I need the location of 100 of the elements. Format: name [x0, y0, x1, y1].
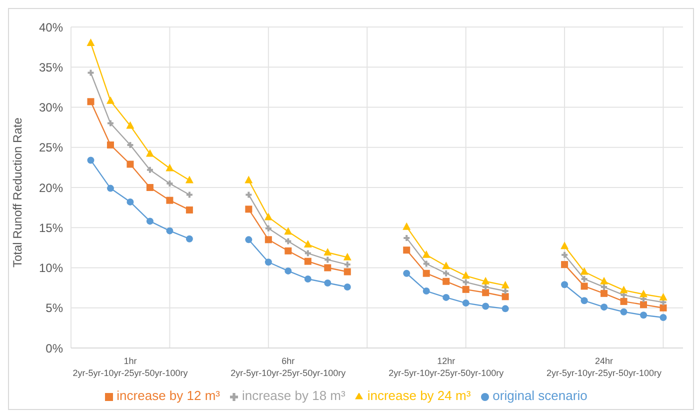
point [106, 184, 114, 192]
point [422, 250, 430, 258]
point [403, 270, 410, 277]
point [166, 164, 174, 172]
point [166, 227, 174, 234]
point [244, 190, 253, 199]
point [344, 268, 351, 276]
point [580, 297, 588, 304]
point [86, 38, 95, 46]
point [146, 218, 154, 225]
point [166, 196, 174, 204]
point [442, 269, 450, 278]
y-tick-label: 30% [38, 100, 64, 115]
y-tick-label: 5% [46, 301, 64, 316]
point [284, 227, 292, 235]
point [482, 289, 490, 296]
point [245, 206, 252, 213]
point [422, 270, 430, 277]
point [659, 292, 668, 300]
point [284, 237, 292, 246]
point [324, 248, 332, 256]
point [146, 166, 154, 174]
legend-label: increase by 24 m³ [367, 388, 471, 403]
point [502, 305, 509, 312]
point [245, 236, 252, 244]
x-tick-label: 24hr 2yr-5yr-10yr-25yr-50yr-100ry [546, 356, 662, 378]
point [482, 276, 490, 284]
point [442, 294, 450, 301]
x-tick-label: 6hr 2yr-5yr-10yr-25yr-50yr-100ry [230, 356, 346, 378]
point [640, 301, 648, 308]
point [126, 160, 134, 168]
legend-label: increase by 12 m³ [116, 388, 220, 403]
point [264, 236, 272, 244]
point [422, 288, 430, 295]
legend-label: increase by 18 m³ [242, 388, 346, 403]
point [106, 96, 114, 104]
point [87, 156, 94, 164]
point [600, 290, 608, 297]
point [264, 224, 272, 232]
point [146, 149, 154, 157]
point [580, 282, 588, 290]
point [146, 184, 154, 191]
point [660, 314, 667, 322]
point [264, 212, 272, 220]
y-tick-label: 35% [38, 60, 64, 74]
point [264, 258, 272, 266]
point [402, 222, 411, 230]
point [462, 300, 470, 307]
point [600, 304, 608, 311]
point [422, 260, 430, 268]
point [462, 286, 470, 293]
point [560, 250, 569, 259]
point [620, 286, 628, 294]
point [87, 98, 94, 106]
point [600, 276, 608, 284]
point [580, 267, 588, 275]
point [324, 279, 332, 286]
point [284, 247, 292, 254]
point [561, 281, 568, 288]
x-tick-label: 1hr 2yr-5yr-10yr-25yr-50yr-100ry [72, 356, 188, 378]
point [620, 298, 628, 305]
point [126, 198, 134, 206]
point [304, 258, 312, 265]
point [284, 267, 292, 274]
y-tick-label: 20% [38, 180, 64, 195]
point [126, 121, 134, 129]
point [244, 176, 253, 184]
point [561, 261, 568, 268]
y-tick-label: 25% [38, 140, 64, 155]
x-tick-label: 12hr 2yr-5yr-10yr-25yr-50yr-100ry [388, 356, 504, 378]
point [106, 141, 114, 148]
point [620, 308, 628, 316]
point [560, 242, 569, 250]
y-tick-label: 0% [46, 341, 64, 356]
point [324, 256, 332, 264]
point [403, 246, 410, 254]
point [185, 176, 194, 184]
point [501, 280, 510, 288]
point [640, 290, 648, 298]
y-axis-title: Total Runoff Reduction Rate [10, 117, 24, 268]
point [343, 252, 352, 260]
point [304, 275, 312, 282]
point [344, 284, 351, 291]
point [324, 264, 332, 272]
point [660, 304, 667, 312]
y-tick-label: 10% [38, 261, 64, 276]
point [186, 206, 193, 214]
point [304, 240, 312, 248]
point [185, 190, 194, 199]
point [462, 271, 470, 279]
point [442, 262, 450, 270]
y-tick-label: 40% [38, 20, 64, 34]
point [640, 312, 648, 319]
y-tick-label: 15% [38, 220, 64, 235]
point [186, 235, 193, 242]
point [502, 293, 509, 300]
point [482, 302, 490, 310]
point [304, 249, 312, 258]
point [442, 278, 450, 285]
point [462, 278, 470, 286]
